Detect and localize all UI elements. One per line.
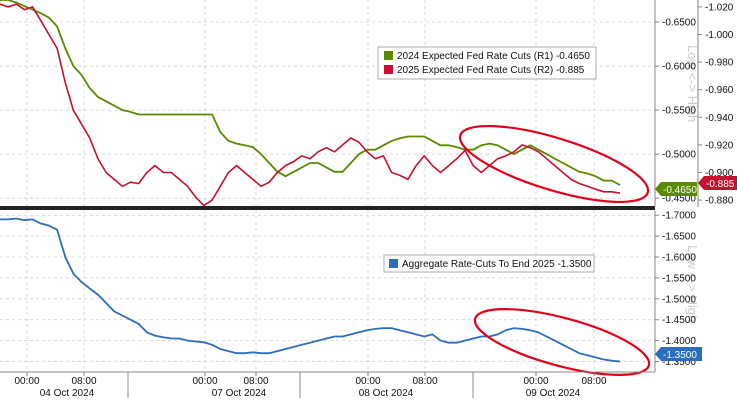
highlight-ellipse-bottom xyxy=(473,308,651,376)
x-date-label: 07 Oct 2024 xyxy=(212,388,267,399)
top-right-tick-label: -0.940 xyxy=(705,113,734,124)
top-right-tick-label: -0.880 xyxy=(705,196,734,207)
top-right-tick-label: -0.900 xyxy=(705,168,734,179)
x-date-label: 09 Oct 2024 xyxy=(526,388,581,399)
series-line-2025 xyxy=(0,3,621,207)
legend-label-aggregate: Aggregate Rate-Cuts To End 2025 -1.3500 xyxy=(402,259,592,270)
badge-2025-shape xyxy=(698,176,737,190)
top-right-tick-label: -0.980 xyxy=(705,58,734,69)
bottom-gridlines xyxy=(0,214,655,362)
top-left-tick-label: -0.5500 xyxy=(662,106,696,117)
legend-swatch-aggregate xyxy=(389,259,398,268)
top-plot-area xyxy=(0,0,655,207)
highlight-ellipse-top xyxy=(458,124,650,204)
badge-2025: -0.885 xyxy=(698,176,737,190)
bottom-tick-label: -1.4000 xyxy=(662,336,696,347)
top-right-tick-label: -1.000 xyxy=(705,30,734,41)
x-time-label: 08:00 xyxy=(581,376,606,387)
x-time-label: 08:00 xyxy=(243,376,268,387)
x-time-label: 00:00 xyxy=(14,376,39,387)
top-right-tick-label: -0.920 xyxy=(705,140,734,151)
top-right-tick-label: -0.960 xyxy=(705,85,734,96)
x-date-label: 04 Oct 2024 xyxy=(40,388,95,399)
bottom-tick-label: -1.4500 xyxy=(662,315,696,326)
x-tick-labels: 00:00 08:00 00:00 08:00 00:00 08:00 00:00 08:00… xyxy=(14,372,607,399)
bottom-legend: Aggregate Rate-Cuts To End 2025 -1.3500 xyxy=(383,254,595,273)
x-time-label: 08:00 xyxy=(412,376,437,387)
x-date-label: 08 Oct 2024 xyxy=(359,388,414,399)
x-time-label: 00:00 xyxy=(355,376,380,387)
bottom-tick-label: -1.5500 xyxy=(662,273,696,284)
top-right-tick-label: -1.020 xyxy=(705,2,734,13)
bottom-tick-label: -1.5000 xyxy=(662,294,696,305)
x-time-label: 08:00 xyxy=(71,376,96,387)
bottom-tick-label: -1.3500 xyxy=(662,357,696,368)
panel-divider xyxy=(0,206,655,210)
top-legend-box xyxy=(377,46,597,80)
badge-aggregate-shape xyxy=(655,347,702,361)
badge-2024: -0.4650 xyxy=(655,182,697,196)
top-legend: 2024 Expected Fed Rate Cuts (R1) -0.4650… xyxy=(377,46,597,80)
badge-2025-value: -0.885 xyxy=(706,179,735,190)
series-line-2024 xyxy=(0,0,621,186)
top-left-tick-label: -0.4500 xyxy=(662,194,696,205)
bottom-tick-labels: -1.7000 -1.6500 -1.6000 -1.5500 -1.5000 -1.45… xyxy=(655,211,696,368)
top-left-tick-label: -0.5000 xyxy=(662,150,696,161)
badge-aggregate-value: -1.3500 xyxy=(663,350,697,361)
bottom-tick-label: -1.6500 xyxy=(662,232,696,243)
top-left-tick-label: -0.6000 xyxy=(662,62,696,73)
badge-2024-shape xyxy=(655,182,697,196)
bottom-legend-box xyxy=(383,254,595,273)
legend-label-2024: 2024 Expected Fed Rate Cuts (R1) -0.4650 xyxy=(397,51,590,62)
legend-swatch-2024 xyxy=(384,51,393,60)
top-axis-title: Low <-> High xyxy=(685,45,700,122)
top-gridlines xyxy=(0,21,655,199)
legend-swatch-2025 xyxy=(384,65,393,74)
series-line-aggregate xyxy=(0,217,621,363)
badge-2024-value: -0.4650 xyxy=(663,185,697,196)
legend-label-2025: 2025 Expected Fed Rate Cuts (R2) -0.885 xyxy=(397,65,585,76)
top-left-tick-label: -0.6500 xyxy=(662,18,696,29)
top-right-tick-labels: -1.020 -1.000 -0.980 -0.960 -0.940 -0.920 -0.9… xyxy=(698,2,734,207)
bottom-tick-label: -1.7000 xyxy=(662,211,696,222)
top-left-tick-labels: -0.6500 -0.6000 -0.5500 -0.5000 -0.4500 xyxy=(655,18,696,205)
x-time-label: 00:00 xyxy=(523,376,548,387)
bottom-plot-area xyxy=(0,211,655,372)
x-time-label: 00:00 xyxy=(192,376,217,387)
badge-aggregate: -1.3500 xyxy=(655,347,702,361)
bottom-tick-label: -1.6000 xyxy=(662,253,696,264)
bottom-axis-title: Low <-> High xyxy=(685,245,700,322)
